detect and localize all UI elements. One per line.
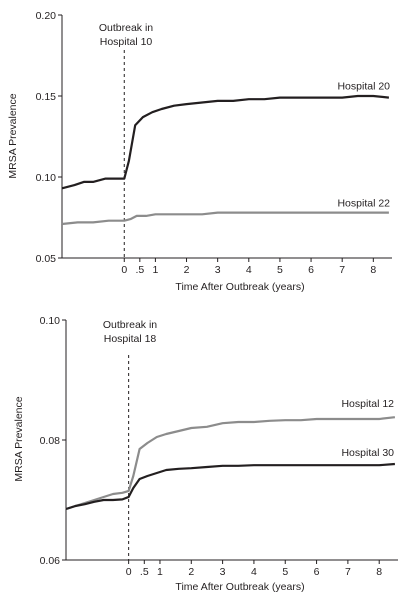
x-tick-label: 6 [308, 264, 314, 276]
x-tick-label: 6 [314, 566, 320, 578]
x-tick-label: 8 [376, 566, 382, 578]
chart-hospital-18-outbreak: MRSA Prevalence Time After Outbreak (yea… [13, 315, 398, 593]
x-tick-label: 8 [370, 264, 376, 276]
x-tick-label: 2 [188, 566, 194, 578]
series-label: Hospital 22 [337, 198, 390, 210]
chart-hospital-10-outbreak: MRSA Prevalence Time After Outbreak (yea… [7, 10, 392, 293]
series-label: Hospital 12 [341, 398, 394, 410]
y-tick-label: 0.10 [36, 172, 57, 184]
x-tick-label: 4 [251, 566, 257, 578]
y-tick-label: 0.10 [40, 315, 61, 327]
y-axis-label: MRSA Prevalence [13, 396, 25, 481]
x-tick-label: 0 [126, 566, 132, 578]
series-line-hospital-22 [61, 211, 389, 226]
x-axis-label: Time After Outbreak (years) [175, 281, 304, 293]
y-tick-label: 0.06 [40, 555, 61, 567]
outbreak-annotation-line2: Hospital 10 [100, 36, 153, 48]
y-tick-label: 0.20 [36, 10, 57, 22]
x-tick-label: 3 [215, 264, 221, 276]
x-tick-label: 7 [345, 566, 351, 578]
x-tick-label: 7 [339, 264, 345, 276]
series-label: Hospital 20 [337, 81, 390, 93]
axes-frame [65, 320, 398, 561]
x-tick-label: 1 [157, 566, 163, 578]
outbreak-annotation-line1: Outbreak in [99, 22, 153, 34]
x-tick-label: 0 [121, 264, 127, 276]
x-tick-label: 5 [282, 566, 288, 578]
x-tick-label: 3 [220, 566, 226, 578]
y-axis-label: MRSA Prevalence [7, 93, 19, 178]
outbreak-annotation-line1: Outbreak in [103, 319, 157, 331]
series-line-hospital-20 [61, 94, 390, 190]
series-label: Hospital 30 [341, 447, 394, 459]
x-tick-label: 5 [277, 264, 283, 276]
x-axis-label: Time After Outbreak (years) [175, 581, 304, 593]
x-tick-label: .5 [135, 264, 144, 276]
x-tick-label: .5 [140, 566, 149, 578]
series-line-hospital-12 [65, 416, 396, 511]
x-tick-label: 1 [152, 264, 158, 276]
y-tick-label: 0.05 [36, 253, 57, 265]
x-tick-label: 2 [184, 264, 190, 276]
series-line-hospital-30 [65, 462, 395, 511]
x-tick-label: 4 [246, 264, 252, 276]
y-tick-label: 0.15 [36, 91, 57, 103]
y-tick-label: 0.08 [40, 435, 61, 447]
outbreak-annotation-line2: Hospital 18 [104, 333, 157, 345]
